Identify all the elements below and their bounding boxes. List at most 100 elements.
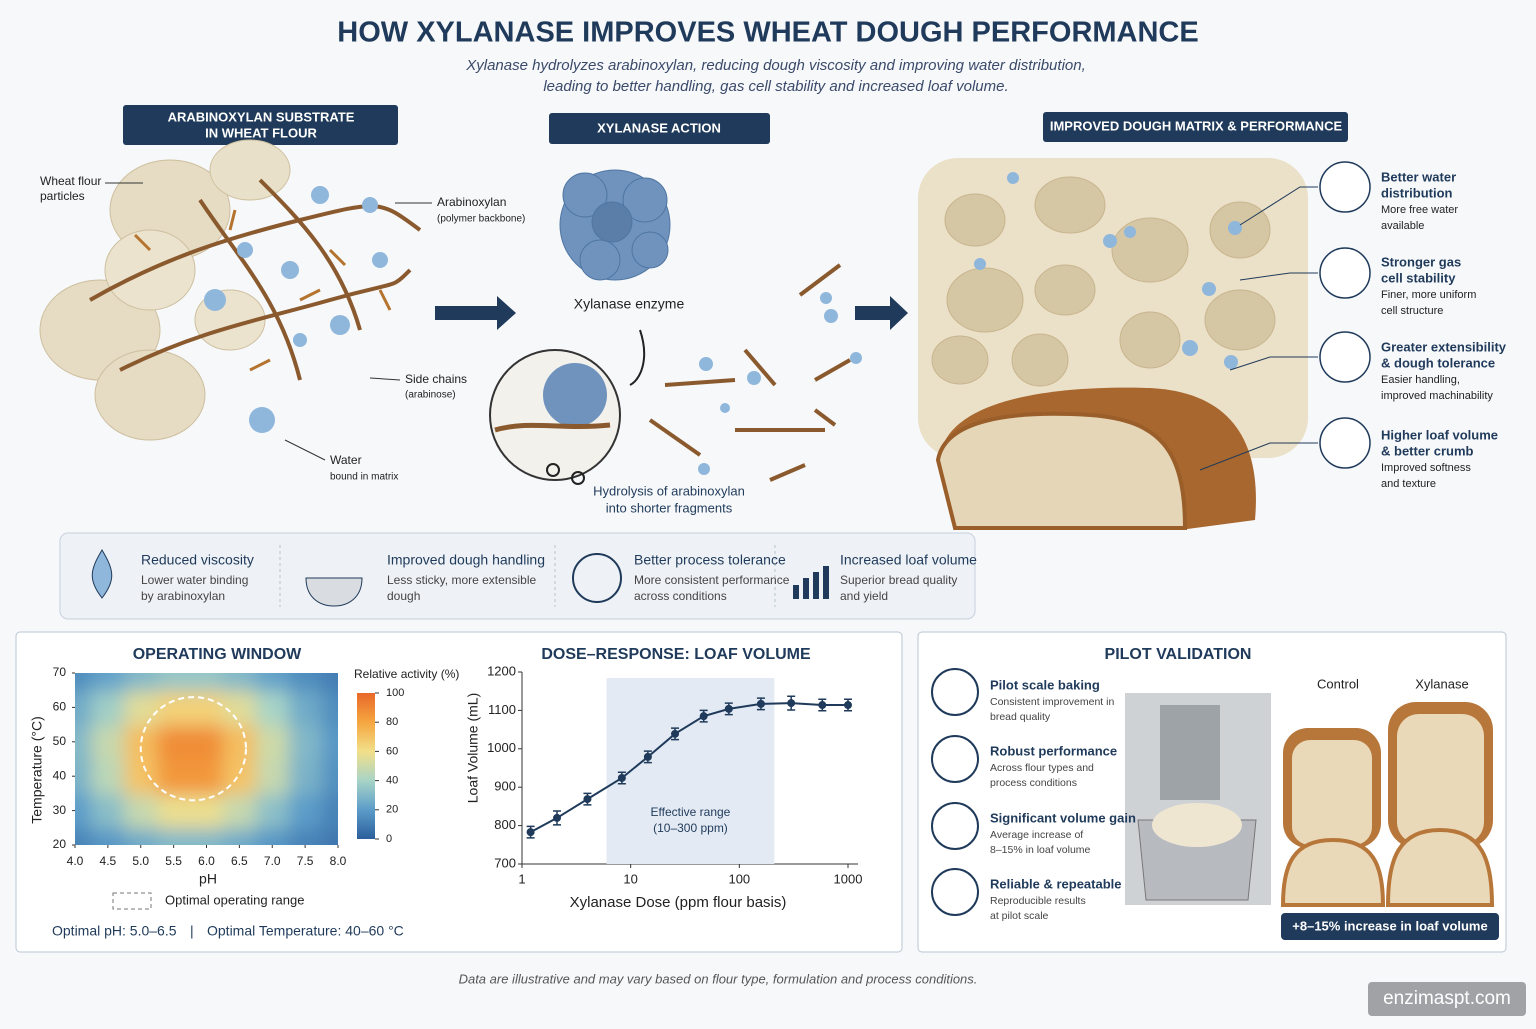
heat-cell bbox=[75, 690, 93, 726]
heat-cell bbox=[124, 793, 159, 829]
heat-cell bbox=[255, 673, 290, 692]
improvement-text: Improved softness bbox=[1381, 462, 1471, 474]
heat-cell bbox=[124, 690, 159, 726]
pilot-icons bbox=[931, 668, 979, 916]
y-axis-label: Temperature (°C) bbox=[29, 716, 45, 824]
section-title: ARABINOXYLAN SUBSTRATE bbox=[168, 109, 355, 124]
y-tick-label: 1100 bbox=[488, 702, 516, 717]
section-title: IMPROVED DOUGH MATRIX & PERFORMANCE bbox=[1050, 118, 1343, 133]
point bbox=[699, 712, 708, 721]
watermark-box bbox=[1368, 982, 1526, 1016]
point bbox=[617, 773, 626, 782]
improvement-title: distribution bbox=[1381, 185, 1453, 200]
line bbox=[530, 702, 848, 834]
improvement-title: cell stability bbox=[1381, 270, 1456, 285]
heat-cell bbox=[288, 724, 323, 760]
zoom-illustration bbox=[489, 329, 646, 485]
y-tick-label: 1200 bbox=[487, 663, 516, 678]
benefit-title: Better process tolerance bbox=[634, 552, 786, 568]
pilot-item-text: process conditions bbox=[990, 777, 1077, 789]
watermark: enzimaspt.com bbox=[1383, 988, 1511, 1009]
leader-lines bbox=[1199, 186, 1318, 471]
heat-cell bbox=[288, 793, 323, 829]
colorbar-tick-label: 100 bbox=[386, 687, 404, 699]
arrow bbox=[855, 296, 908, 330]
heat-cell bbox=[124, 724, 159, 760]
x-tick-label: 4.5 bbox=[100, 854, 117, 868]
section-header-box bbox=[123, 105, 398, 145]
footnote: Data are illustrative and may vary based… bbox=[459, 971, 978, 986]
point bbox=[818, 701, 827, 710]
x-axis-label: Xylanase Dose (ppm flour basis) bbox=[570, 894, 787, 911]
badge bbox=[1281, 913, 1499, 940]
y-axis-label: Loaf Volume (mL) bbox=[465, 693, 481, 804]
heat-cell bbox=[157, 690, 192, 726]
y-tick-label: 1000 bbox=[487, 740, 516, 755]
heat-cell bbox=[91, 759, 126, 795]
heat-cell bbox=[222, 724, 257, 760]
bread-loaf bbox=[935, 387, 1256, 530]
heat-cell bbox=[222, 673, 257, 692]
colorbar bbox=[357, 693, 375, 839]
y-tick-label: 50 bbox=[53, 734, 67, 748]
heat-cell bbox=[75, 827, 93, 845]
y-tick-label: 900 bbox=[494, 779, 516, 794]
note: Optimal pH: 5.0–6.5 bbox=[52, 923, 177, 939]
heat-cell bbox=[124, 673, 159, 692]
callout-note: (polymer backbone) bbox=[437, 214, 525, 225]
section-header-box bbox=[549, 113, 770, 144]
callout: into shorter fragments bbox=[606, 500, 733, 515]
title: HOW XYLANASE IMPROVES WHEAT DOUGH PERFOR… bbox=[337, 17, 1198, 49]
colorbar-tick-label: 80 bbox=[386, 716, 398, 728]
callout: particles bbox=[40, 189, 85, 203]
heat-cell bbox=[91, 690, 126, 726]
benefit-text: dough bbox=[387, 589, 420, 603]
heatmap bbox=[75, 673, 338, 845]
section-title: IN WHEAT FLOUR bbox=[205, 125, 317, 140]
heat-cell bbox=[157, 759, 192, 795]
heat-cell bbox=[124, 759, 159, 795]
section-title: XYLANASE ACTION bbox=[597, 120, 721, 135]
heat-cell bbox=[91, 827, 126, 845]
badge-text: +8–15% increase in loaf volume bbox=[1292, 918, 1487, 933]
heat-cell bbox=[190, 724, 224, 760]
benefit-text: across conditions bbox=[634, 589, 727, 603]
callout: Arabinoxylan bbox=[437, 195, 506, 209]
heat-cell bbox=[222, 827, 257, 845]
benefit-text: Lower water binding bbox=[141, 573, 248, 587]
benefit-strip bbox=[59, 532, 976, 620]
optimal-region bbox=[139, 696, 247, 802]
heat-cell bbox=[255, 724, 290, 760]
subtitle: Xylanase hydrolyzes arabinoxylan, reduci… bbox=[465, 57, 1086, 74]
y-tick-label: 70 bbox=[53, 665, 67, 679]
pilot-item-text: Across flour types and bbox=[990, 762, 1094, 774]
heat-cell bbox=[157, 827, 192, 845]
y-tick-label: 60 bbox=[53, 700, 67, 714]
pilot-item-text: at pilot scale bbox=[990, 910, 1049, 922]
legend-label: Optimal operating range bbox=[165, 892, 304, 907]
heat-cell bbox=[124, 827, 159, 845]
colorbar-tick-label: 60 bbox=[386, 745, 398, 757]
pilot-item-title: Pilot scale baking bbox=[990, 677, 1100, 692]
panel-title: PILOT VALIDATION bbox=[1105, 646, 1252, 663]
improvement-title: & dough tolerance bbox=[1381, 355, 1495, 370]
heat-cell bbox=[288, 673, 323, 692]
x-tick-label: 8.0 bbox=[330, 854, 347, 868]
heat-cell bbox=[91, 673, 126, 692]
heatmap-cells bbox=[75, 673, 338, 845]
heat-cell bbox=[321, 673, 338, 692]
heat-cell bbox=[321, 690, 338, 726]
subtitle: leading to better handling, gas cell sta… bbox=[543, 78, 1008, 95]
point bbox=[583, 795, 592, 804]
bread-photos bbox=[1280, 702, 1495, 907]
heat-cell bbox=[321, 759, 338, 795]
improvement-title: Stronger gas bbox=[1381, 254, 1461, 269]
heat-cell bbox=[222, 793, 257, 829]
chart-title: DOSE–RESPONSE: LOAF VOLUME bbox=[541, 646, 811, 663]
callout: Hydrolysis of arabinoxylan bbox=[593, 483, 745, 498]
point bbox=[724, 704, 733, 713]
heat-cell bbox=[255, 759, 290, 795]
section-header-box bbox=[1043, 112, 1348, 142]
pilot-item-text: 8–15% in loaf volume bbox=[990, 844, 1091, 856]
